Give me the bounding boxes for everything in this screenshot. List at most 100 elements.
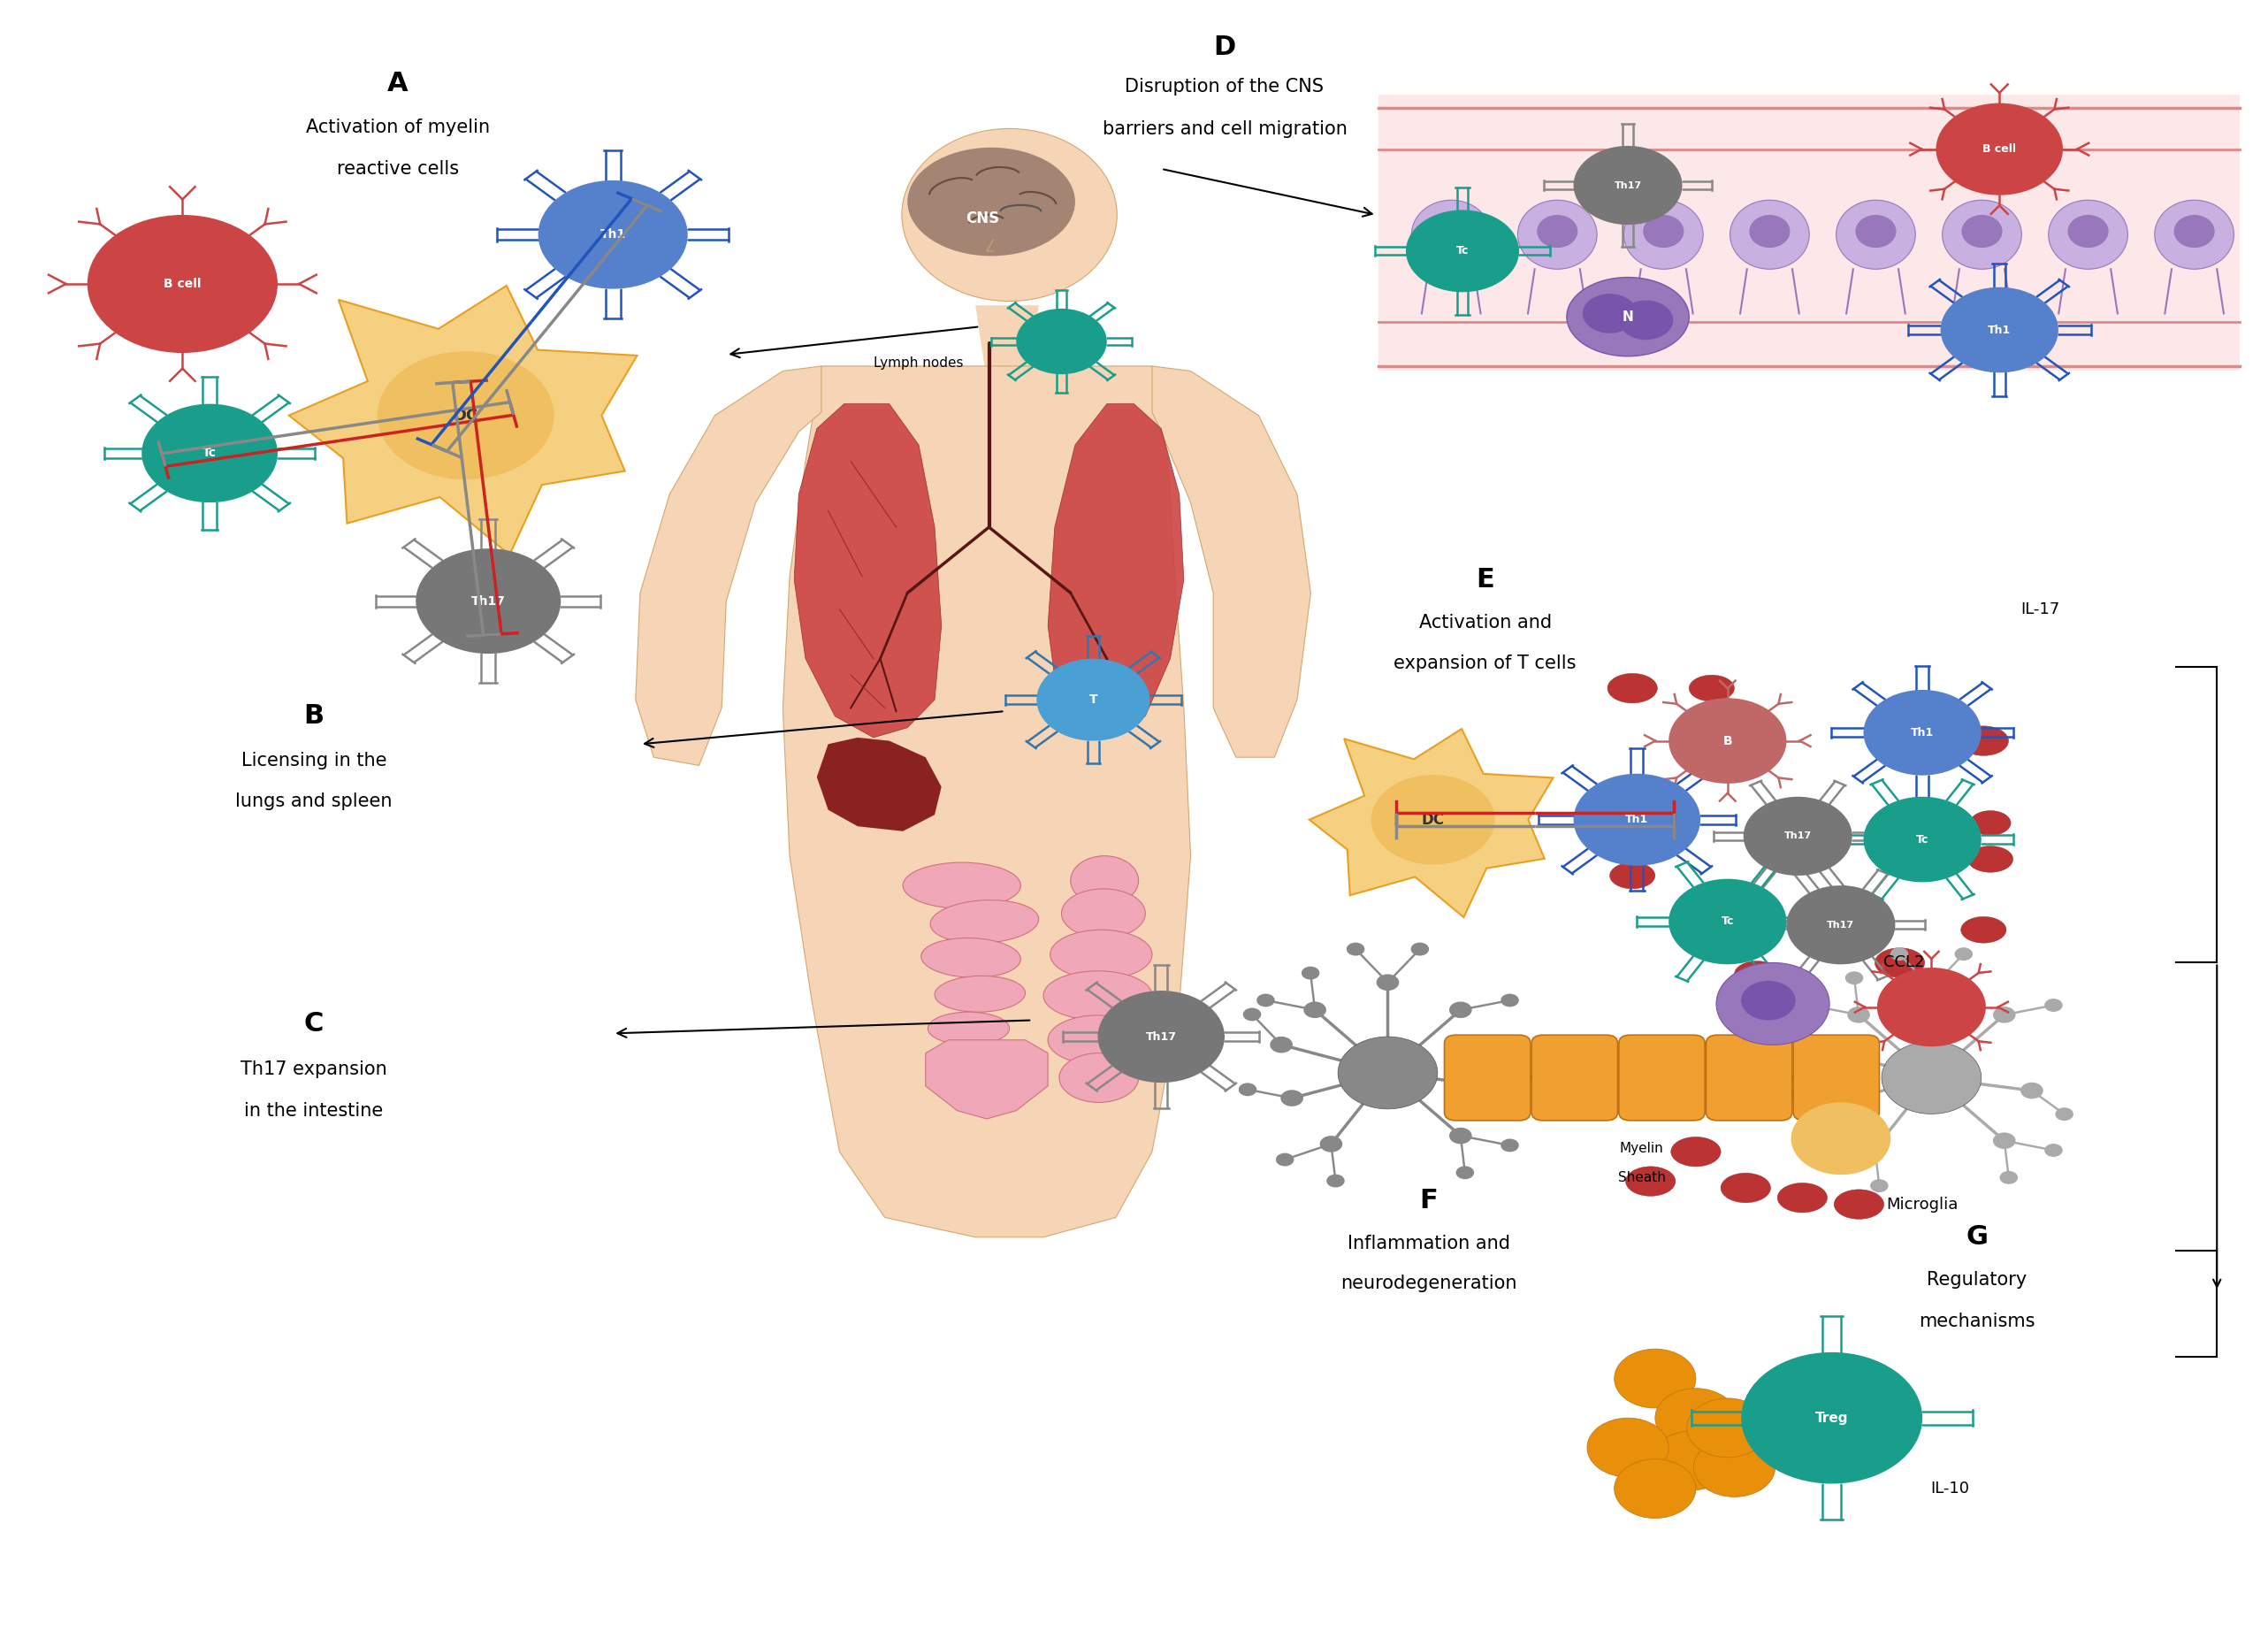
Ellipse shape	[934, 976, 1025, 1012]
Circle shape	[1864, 797, 1982, 882]
Circle shape	[1717, 963, 1830, 1045]
Circle shape	[1615, 1458, 1696, 1518]
Text: expansion of T cells: expansion of T cells	[1395, 655, 1576, 673]
FancyBboxPatch shape	[1531, 1035, 1617, 1121]
Circle shape	[1574, 774, 1701, 866]
Text: reactive cells: reactive cells	[336, 160, 458, 178]
Ellipse shape	[1882, 698, 1928, 724]
Text: E: E	[1476, 566, 1495, 593]
Text: Lymph nodes: Lymph nodes	[873, 356, 964, 369]
Text: Activation and: Activation and	[1420, 614, 1551, 632]
Polygon shape	[1048, 403, 1184, 732]
Ellipse shape	[903, 863, 1021, 909]
Text: Disruption of the CNS: Disruption of the CNS	[1125, 77, 1325, 95]
Circle shape	[1338, 1037, 1438, 1109]
Circle shape	[141, 403, 277, 502]
Circle shape	[1656, 1388, 1737, 1447]
Circle shape	[1787, 1012, 1805, 1025]
Polygon shape	[635, 365, 821, 765]
Text: G: G	[1966, 1225, 1987, 1249]
Ellipse shape	[1624, 201, 1703, 270]
Text: Th17: Th17	[1615, 181, 1642, 189]
Ellipse shape	[1538, 216, 1579, 249]
Circle shape	[1583, 293, 1637, 332]
Circle shape	[1302, 966, 1320, 979]
Circle shape	[1277, 1154, 1295, 1165]
Circle shape	[1036, 658, 1150, 741]
Circle shape	[1256, 994, 1275, 1007]
Ellipse shape	[1672, 1137, 1721, 1167]
Text: DC: DC	[1422, 811, 1445, 828]
Circle shape	[1651, 1430, 1733, 1490]
Text: neurodegeneration: neurodegeneration	[1340, 1274, 1517, 1292]
Circle shape	[2021, 1083, 2043, 1100]
Circle shape	[1243, 1007, 1261, 1021]
Text: CCL2: CCL2	[1885, 955, 1926, 971]
Text: T: T	[1089, 693, 1098, 706]
Text: Activation of myelin: Activation of myelin	[306, 119, 490, 137]
Polygon shape	[794, 403, 941, 737]
Text: Th1: Th1	[1626, 815, 1649, 825]
Circle shape	[1742, 981, 1796, 1021]
Text: C: C	[304, 1011, 324, 1037]
Ellipse shape	[2048, 201, 2127, 270]
Ellipse shape	[1610, 863, 1656, 889]
Circle shape	[1744, 797, 1853, 876]
Text: Treg: Treg	[1814, 1411, 1848, 1424]
Text: lungs and spleen: lungs and spleen	[236, 793, 392, 810]
Polygon shape	[816, 737, 941, 831]
Circle shape	[1669, 698, 1787, 783]
Text: Th17: Th17	[1785, 831, 1812, 841]
FancyBboxPatch shape	[1445, 1035, 1531, 1121]
Circle shape	[1098, 991, 1225, 1083]
Circle shape	[1889, 948, 1907, 961]
Circle shape	[415, 548, 560, 653]
Ellipse shape	[1567, 277, 1690, 356]
Polygon shape	[925, 1040, 1048, 1119]
Circle shape	[1921, 979, 1944, 996]
Text: B: B	[1724, 734, 1733, 747]
Ellipse shape	[1971, 811, 2012, 835]
Circle shape	[1783, 1088, 1801, 1101]
Circle shape	[1792, 1103, 1892, 1175]
Ellipse shape	[1690, 675, 1735, 701]
Polygon shape	[975, 305, 1039, 365]
Ellipse shape	[1730, 201, 1810, 270]
Text: Th17: Th17	[472, 594, 506, 607]
Ellipse shape	[1876, 948, 1926, 978]
Ellipse shape	[1517, 201, 1597, 270]
Circle shape	[1476, 1078, 1499, 1095]
Polygon shape	[288, 286, 637, 555]
Circle shape	[1270, 1037, 1293, 1053]
Text: F: F	[1420, 1188, 1438, 1213]
Text: Microglia: Microglia	[1887, 1197, 1957, 1211]
Circle shape	[1372, 775, 1495, 864]
Text: DC: DC	[454, 408, 479, 423]
Text: A: A	[388, 71, 408, 95]
Text: CNS: CNS	[966, 211, 1000, 226]
Circle shape	[1456, 1165, 1474, 1179]
Ellipse shape	[1941, 201, 2021, 270]
FancyBboxPatch shape	[1619, 1035, 1706, 1121]
Text: D: D	[1213, 35, 1236, 59]
Text: Th17: Th17	[1145, 1030, 1177, 1042]
Circle shape	[1281, 1090, 1304, 1106]
Circle shape	[1823, 1095, 1846, 1111]
Circle shape	[1787, 886, 1896, 965]
Text: Tc: Tc	[1916, 833, 1928, 844]
Text: B cell: B cell	[1982, 143, 2016, 155]
Ellipse shape	[1411, 201, 1490, 270]
Circle shape	[538, 181, 687, 288]
Circle shape	[1588, 1417, 1669, 1476]
Circle shape	[1501, 994, 1520, 1007]
Circle shape	[1819, 1159, 1837, 1170]
Text: Inflammation and: Inflammation and	[1347, 1234, 1510, 1253]
Ellipse shape	[2175, 216, 2214, 249]
Polygon shape	[1309, 729, 1554, 917]
Text: Th1: Th1	[1987, 324, 2012, 336]
Ellipse shape	[1962, 917, 2007, 943]
Circle shape	[1882, 1042, 1982, 1114]
Circle shape	[1878, 968, 1987, 1047]
Circle shape	[1846, 971, 1864, 984]
Text: N: N	[1622, 309, 1633, 323]
